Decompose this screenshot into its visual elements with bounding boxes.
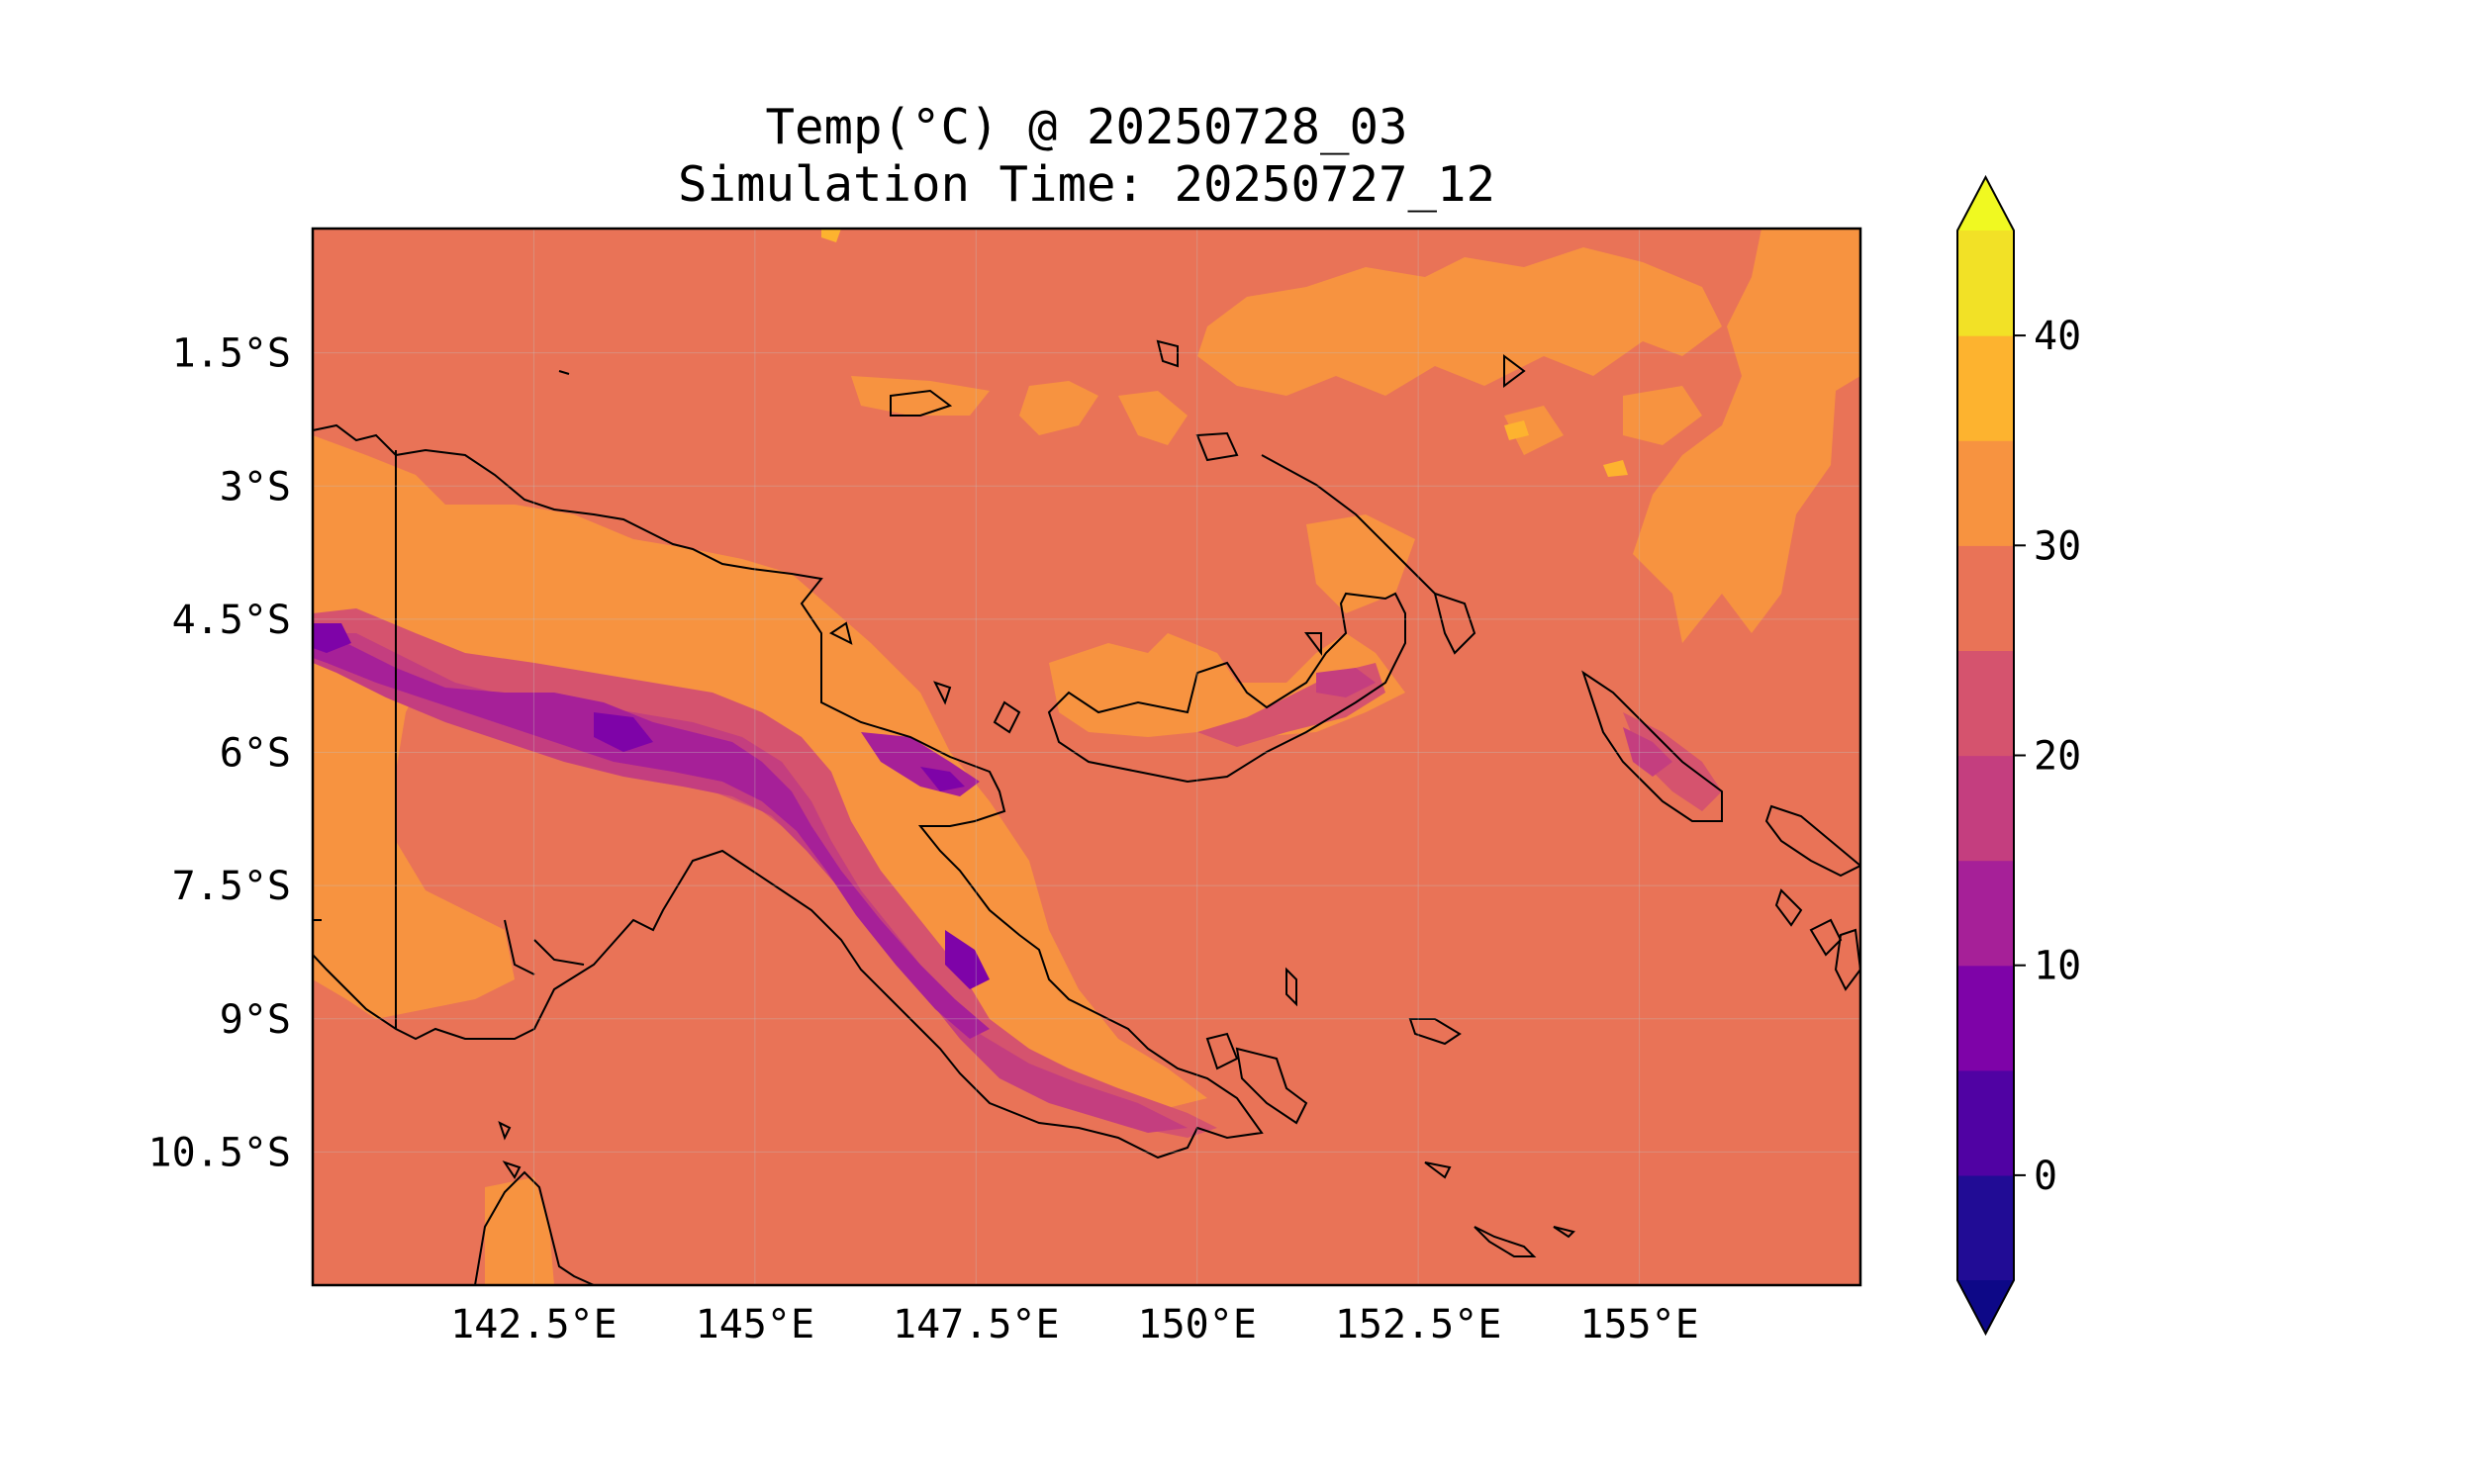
- colorbar-swatches: [1957, 177, 2014, 1334]
- map-title-line2: Simulation Time: 20250727_12: [677, 156, 1495, 213]
- temperature-contour-35-40: [821, 229, 1628, 477]
- map-frame: [311, 227, 1862, 1287]
- y-tick-label: 10.5°S: [148, 1130, 292, 1175]
- colorbar-outline: [1956, 174, 2015, 1337]
- latitude-axis: 1.5°S 3°S 4.5°S 6°S 7.5°S 9°S 10.5°S: [148, 331, 292, 1176]
- y-tick-label: 6°S: [220, 731, 291, 777]
- map-plot-area: [311, 227, 1862, 1287]
- colorbar-tick-label: 40: [2034, 314, 2081, 359]
- temperature-contour-5-10: [313, 623, 990, 989]
- map-title-line1: Temp(°C) @ 20250728_03: [765, 99, 1408, 155]
- y-tick-label: 3°S: [220, 464, 291, 510]
- colorbar-swatch: [1957, 335, 2014, 441]
- colorbar-swatch: [1957, 650, 2014, 757]
- colorbar-swatch: [1957, 860, 2014, 967]
- y-tick-label: 1.5°S: [172, 331, 291, 377]
- x-tick-label: 155°E: [1579, 1302, 1698, 1347]
- colorbar-over-arrow: [1957, 177, 2014, 231]
- colorbar-swatch: [1957, 440, 2014, 546]
- colorbar-tick-label: 0: [2034, 1154, 2057, 1199]
- colorbar-swatch: [1957, 965, 2014, 1071]
- y-tick-label: 9°S: [220, 997, 291, 1043]
- colorbar-swatch: [1957, 1174, 2014, 1281]
- coastlines: [313, 339, 1860, 1285]
- colorbar-swatch: [1957, 545, 2014, 651]
- colorbar-tick-label: 30: [2034, 523, 2081, 569]
- colorbar-tick-label: 10: [2034, 944, 2081, 989]
- x-tick-label: 145°E: [696, 1302, 814, 1347]
- colorbar-tick-label: 20: [2034, 734, 2081, 780]
- longitude-axis: 142.5°E 145°E 147.5°E 150°E 152.5°E 155°E: [450, 1302, 1699, 1347]
- x-tick-label: 142.5°E: [450, 1302, 618, 1347]
- x-tick-label: 152.5°E: [1335, 1302, 1502, 1347]
- map-gridlines: [313, 229, 1860, 1285]
- temperature-colorbar: 0 10 20 30 40: [1956, 174, 2081, 1337]
- colorbar-under-arrow: [1957, 1280, 2014, 1334]
- colorbar-swatch: [1957, 231, 2014, 336]
- x-tick-label: 150°E: [1138, 1302, 1257, 1347]
- colorbar-ticks: 0 10 20 30 40: [2014, 314, 2081, 1199]
- map-background-field: [313, 229, 1860, 1285]
- x-tick-label: 147.5°E: [893, 1302, 1060, 1347]
- colorbar-swatch: [1957, 1069, 2014, 1176]
- y-tick-label: 7.5°S: [172, 864, 291, 909]
- y-tick-label: 4.5°S: [172, 598, 291, 643]
- colorbar-swatch: [1957, 755, 2014, 862]
